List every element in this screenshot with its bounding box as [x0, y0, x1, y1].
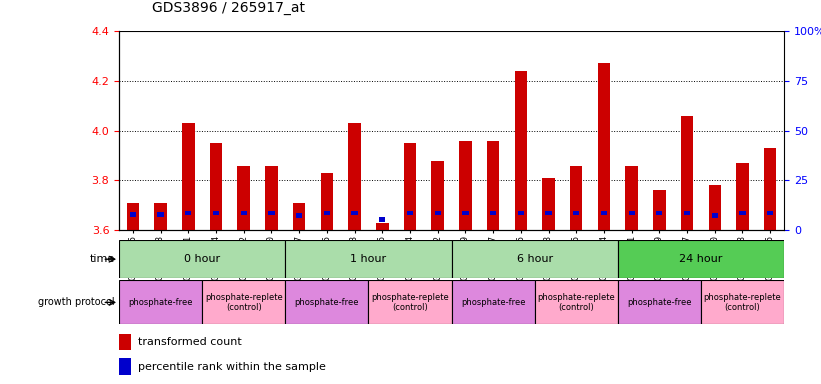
Text: 1 hour: 1 hour: [351, 254, 387, 264]
Bar: [434, 211, 441, 215]
Bar: [764, 148, 777, 230]
Bar: [376, 223, 388, 230]
Text: growth protocol: growth protocol: [39, 297, 115, 308]
Bar: [348, 123, 360, 230]
Bar: [543, 178, 555, 230]
Text: 6 hour: 6 hour: [516, 254, 553, 264]
Bar: [407, 211, 413, 215]
Bar: [379, 217, 385, 222]
Bar: [432, 161, 444, 230]
Bar: [462, 211, 469, 215]
Text: phosphate-free: phosphate-free: [461, 298, 525, 307]
Bar: [286, 240, 452, 278]
Bar: [515, 71, 527, 230]
Bar: [617, 240, 784, 278]
Bar: [119, 358, 131, 375]
Text: GDS3896 / 265917_at: GDS3896 / 265917_at: [152, 2, 305, 15]
Bar: [323, 211, 330, 215]
Bar: [296, 214, 302, 218]
Bar: [490, 211, 496, 215]
Bar: [119, 333, 131, 350]
Bar: [265, 166, 277, 230]
Bar: [712, 214, 718, 218]
Text: transformed count: transformed count: [138, 337, 241, 347]
Bar: [709, 185, 721, 230]
Bar: [210, 143, 222, 230]
Bar: [626, 166, 638, 230]
Bar: [321, 173, 333, 230]
Text: percentile rank within the sample: percentile rank within the sample: [138, 362, 326, 372]
Bar: [684, 211, 690, 215]
Bar: [202, 280, 286, 324]
Bar: [459, 141, 471, 230]
Bar: [351, 211, 358, 215]
Bar: [617, 280, 701, 324]
Text: time: time: [89, 254, 115, 264]
Bar: [518, 211, 524, 215]
Bar: [452, 280, 534, 324]
Text: phosphate-free: phosphate-free: [295, 298, 359, 307]
Bar: [740, 211, 745, 215]
Bar: [598, 63, 610, 230]
Bar: [286, 280, 369, 324]
Bar: [601, 211, 607, 215]
Bar: [570, 166, 582, 230]
Bar: [119, 280, 202, 324]
Text: phosphate-replete
(control): phosphate-replete (control): [371, 293, 449, 312]
Bar: [130, 212, 136, 217]
Bar: [629, 211, 635, 215]
Bar: [126, 203, 139, 230]
Bar: [241, 211, 247, 215]
Text: phosphate-replete
(control): phosphate-replete (control): [205, 293, 282, 312]
Bar: [736, 163, 749, 230]
Bar: [154, 203, 167, 230]
Bar: [452, 240, 617, 278]
Bar: [213, 211, 219, 215]
Text: phosphate-free: phosphate-free: [627, 298, 691, 307]
Bar: [656, 211, 663, 215]
Bar: [654, 190, 666, 230]
Text: phosphate-replete
(control): phosphate-replete (control): [538, 293, 615, 312]
Bar: [681, 116, 693, 230]
Bar: [404, 143, 416, 230]
Bar: [119, 240, 286, 278]
Text: 0 hour: 0 hour: [184, 254, 220, 264]
Bar: [158, 212, 163, 217]
Bar: [268, 211, 274, 215]
Bar: [767, 211, 773, 215]
Bar: [237, 166, 250, 230]
Bar: [369, 280, 452, 324]
Bar: [534, 280, 617, 324]
Bar: [186, 211, 191, 215]
Bar: [701, 280, 784, 324]
Bar: [545, 211, 552, 215]
Text: phosphate-free: phosphate-free: [128, 298, 193, 307]
Bar: [293, 203, 305, 230]
Text: phosphate-replete
(control): phosphate-replete (control): [704, 293, 782, 312]
Bar: [573, 211, 580, 215]
Text: 24 hour: 24 hour: [679, 254, 722, 264]
Bar: [182, 123, 195, 230]
Bar: [487, 141, 499, 230]
